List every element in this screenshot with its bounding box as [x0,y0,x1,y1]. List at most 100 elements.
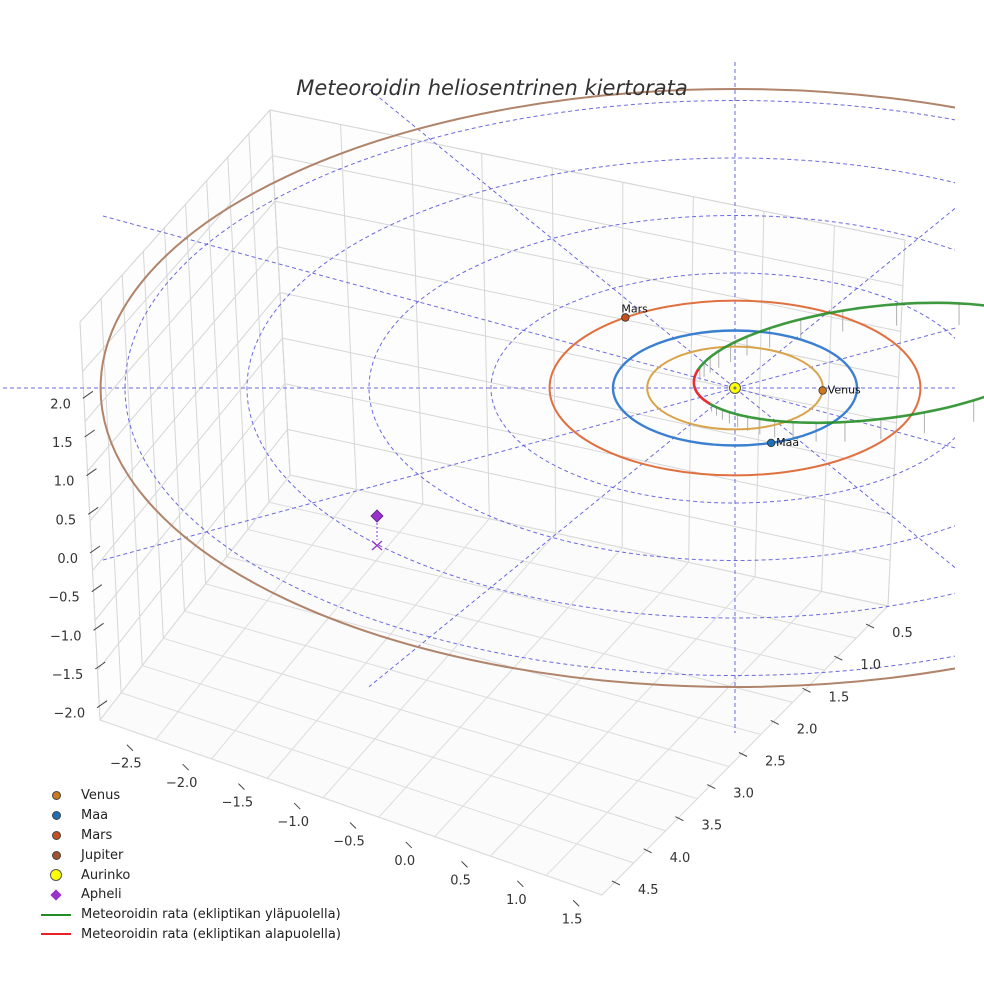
grid-line [289,474,889,607]
planet-label-venus: Venus [828,383,861,396]
legend-marker [51,811,61,821]
planet-orbits [99,88,955,688]
grid-line [274,200,901,332]
legend-item: Jupiter [40,845,341,865]
z-tick-mark [89,545,101,554]
grid-line [82,155,273,373]
grid-line [99,719,603,896]
meteoroid-orbit [692,301,984,425]
legend-marker [50,869,62,882]
orbit-mars [548,299,922,477]
y-tick-mark [706,784,716,790]
axis-panes [79,108,906,896]
z-tick-mark [91,584,103,593]
legend-symbol [40,789,72,803]
z-tick-mark [84,429,95,438]
grid-line [287,428,891,561]
grid-line [120,692,634,864]
y-tick-label: 3.0 [733,787,754,802]
legend-marker [51,850,61,860]
planet-maa [766,438,776,448]
ecliptic-grid-spoke [100,215,736,389]
x-tick-mark [572,899,580,907]
z-tick-mark [95,661,106,670]
y-tick-label: 2.5 [765,755,786,770]
z-tick-label: 1.0 [54,475,75,490]
y-tick-mark [738,752,748,757]
y-tick-mark [770,719,780,725]
x-tick-label: 0.0 [394,854,415,869]
grid-line [272,155,903,287]
grid-line [79,109,271,323]
planet-mars [621,313,630,322]
grid-line [84,200,276,422]
x-tick-label: −1.0 [277,815,309,830]
legend-label: Maa [81,808,109,824]
z-tick-label: 0.0 [57,552,78,567]
legend-symbol [40,809,72,823]
ecliptic-grid-ring [246,157,955,619]
legend-item: Maa [40,806,341,826]
x-tick-label: 0.5 [450,873,471,888]
x-tick-mark [182,763,190,771]
x-tick-label: −2.5 [110,757,142,772]
grid-line [97,429,288,671]
grid-line [184,610,730,768]
grid-line [490,576,756,857]
legend: Venus Maa Mars Jupiter Aurinko Apheli Meteoroi… [40,786,341,944]
legend-label: Apheli [81,887,122,903]
z-tick-mark [96,700,108,709]
aphelion-marker [370,509,384,551]
grid-line [284,383,893,515]
legend-label: Meteoroidin rata (ekliptikan alapuolella… [81,926,341,942]
x-tick-label: −0.5 [333,835,365,850]
y-tick-mark [834,655,843,661]
planet-venus [818,386,827,395]
legend-symbol [40,888,72,902]
legend-item: Venus [40,786,341,806]
grid-line [322,532,557,799]
meteoroid-orbit-below [692,368,711,406]
grid-line [163,637,698,800]
z-tick-label: 2.0 [50,397,71,412]
z-tick-label: 0.5 [56,513,77,528]
legend-symbol [40,908,72,922]
y-tick-label: 1.0 [860,658,881,673]
grid-line [266,518,490,779]
z-tick-label: −2.0 [54,707,86,722]
z-tick-mark [87,506,99,515]
legend-item: Meteoroidin rata (ekliptikan yläpuolella… [40,905,341,925]
legend-label: Jupiter [81,847,124,863]
grid-line [92,337,283,572]
sun-center [733,386,737,390]
grid-line [205,583,762,735]
ecliptic-grid-ring [368,215,955,561]
legend-item: Mars [40,826,341,846]
grid-line [87,246,278,472]
x-tick-label: −1.5 [222,796,254,811]
x-tick-label: 1.5 [562,912,583,927]
x-tick-mark [405,841,413,849]
aphelion-diamond [370,509,384,523]
legend-marker [50,889,62,901]
legend-marker [51,830,61,840]
y-tick-mark [675,816,684,822]
y-tick-label: 3.5 [701,819,722,834]
z-tick-mark [82,390,94,399]
x-tick-mark [126,744,134,752]
x-tick-mark [293,802,301,810]
grid-line [545,591,822,876]
aphelion-x [371,540,383,551]
grid-line [247,528,825,671]
y-tick-mark [611,880,621,886]
legend-symbol [40,828,72,842]
z-tick-mark [86,468,97,477]
z-tick-mark [93,622,104,631]
y-tick-mark [802,687,811,693]
z-tick-label: 1.5 [52,436,73,451]
grid-line [211,503,424,760]
grid-line [268,501,857,639]
meteoroid-orbit-above [696,301,984,425]
legend-label: Aurinko [81,867,131,883]
x-tick-label: 1.0 [506,893,527,908]
